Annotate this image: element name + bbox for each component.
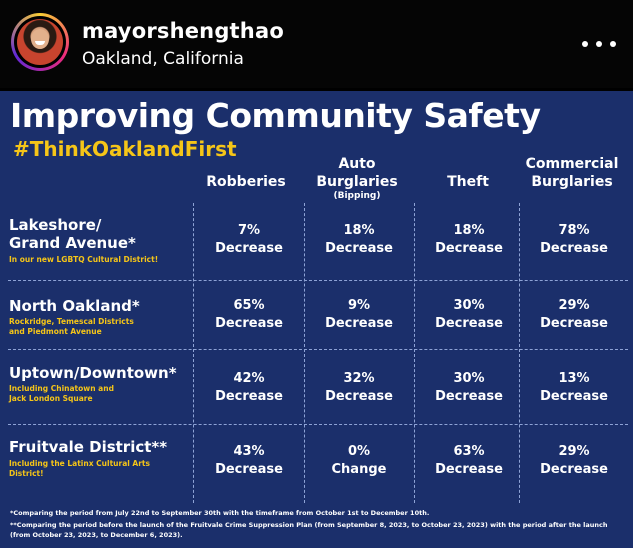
stat-cell: 32% Decrease <box>325 371 393 404</box>
profile-photo <box>17 19 63 65</box>
row-title-uptown-downtown: Uptown/Downtown* <box>9 364 177 382</box>
divider <box>304 203 305 503</box>
row-title-fruitvale: Fruitvale District** <box>9 438 168 456</box>
column-header-auto-burglaries: Auto Burglaries (Bipping) <box>316 156 398 201</box>
stat-cell: 78% Decrease <box>540 223 608 256</box>
infographic-title: Improving Community Safety <box>10 96 541 135</box>
stat-cell: 9% Decrease <box>325 298 393 331</box>
stat-cell: 7% Decrease <box>215 223 283 256</box>
column-header-theft: Theft <box>447 174 489 190</box>
row-title-lakeshore: Lakeshore/ Grand Avenue* <box>9 216 136 252</box>
avatar[interactable] <box>11 13 69 71</box>
footnote: *Comparing the period from July 22nd to … <box>10 509 430 517</box>
username[interactable]: mayorshengthao <box>82 19 284 43</box>
divider <box>8 424 628 425</box>
post-image[interactable]: Improving Community Safety #ThinkOakland… <box>0 91 633 548</box>
row-subtitle: Rockridge, Temescal Districts and Piedmo… <box>9 317 134 336</box>
footnote: (from October 23, 2023, to December 6, 2… <box>10 531 183 539</box>
row-subtitle: Including Chinatown and Jack London Squa… <box>9 384 114 403</box>
row-subtitle: In our new LGBTQ Cultural District! <box>9 255 159 264</box>
divider <box>8 349 628 350</box>
stat-cell: 65% Decrease <box>215 298 283 331</box>
stat-cell: 29% Decrease <box>540 444 608 477</box>
more-options-icon[interactable] <box>582 34 616 54</box>
divider <box>519 203 520 503</box>
divider <box>414 203 415 503</box>
stat-cell: 13% Decrease <box>540 371 608 404</box>
stat-cell: 18% Decrease <box>435 223 503 256</box>
column-header-commercial-burglaries: Commercial Burglaries <box>525 156 619 190</box>
stat-cell: 30% Decrease <box>435 298 503 331</box>
stat-cell: 43% Decrease <box>215 444 283 477</box>
stat-cell: 30% Decrease <box>435 371 503 404</box>
row-subtitle: Including the Latinx Cultural Arts Distr… <box>9 459 150 478</box>
location[interactable]: Oakland, California <box>82 49 244 69</box>
footnote: **Comparing the period before the launch… <box>10 521 608 529</box>
stat-cell: 63% Decrease <box>435 444 503 477</box>
divider <box>8 280 628 281</box>
row-title-north-oakland: North Oakland* <box>9 297 140 315</box>
divider <box>193 203 194 503</box>
stat-cell: 29% Decrease <box>540 298 608 331</box>
stat-cell: 18% Decrease <box>325 223 393 256</box>
stat-cell: 0% Change <box>331 444 387 477</box>
column-header-robberies: Robberies <box>206 174 286 190</box>
hashtag: #ThinkOaklandFirst <box>13 137 237 161</box>
post-header: mayorshengthao Oakland, California <box>0 0 633 88</box>
stat-cell: 42% Decrease <box>215 371 283 404</box>
